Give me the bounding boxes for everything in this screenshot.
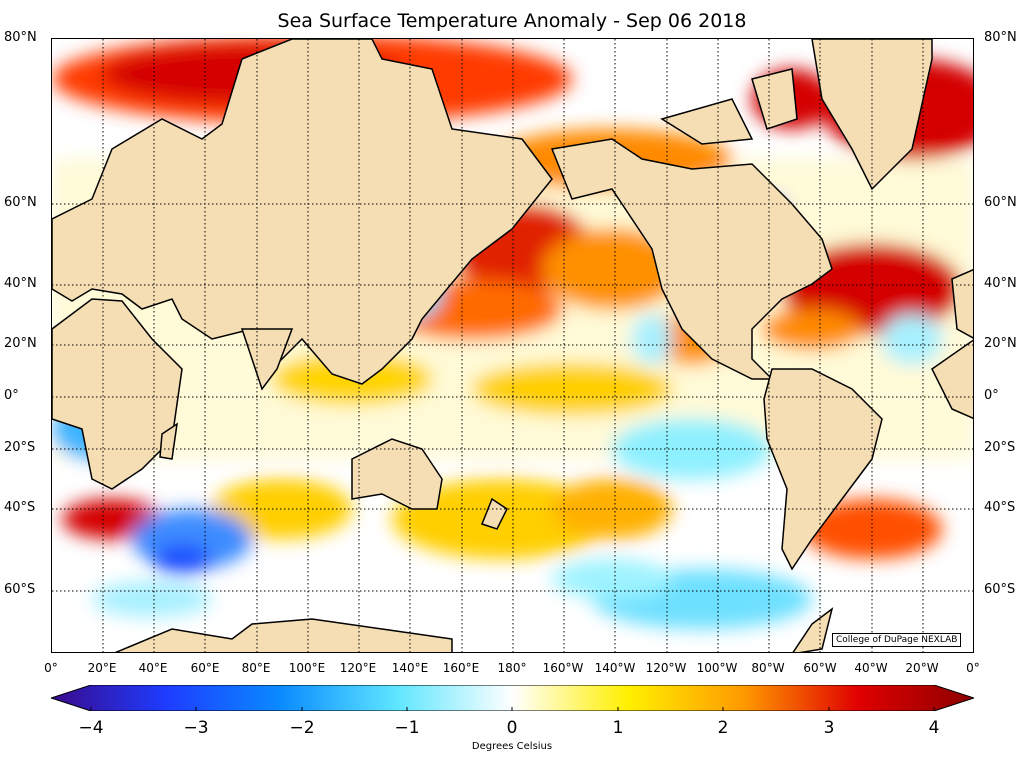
lat-label-80n-right: 80°N bbox=[984, 30, 1017, 45]
lon-label-40w: 40°W bbox=[854, 661, 888, 675]
lat-label-60s-right: 60°S bbox=[984, 582, 1016, 597]
lat-label-60n-left: 60°N bbox=[4, 195, 37, 210]
colorbar-tick-1: 1 bbox=[612, 718, 624, 738]
colorbar-tick-minus2: −2 bbox=[289, 718, 315, 738]
lat-label-20s-left: 20°S bbox=[4, 440, 36, 455]
credit-label: College of DuPage NEXLAB bbox=[832, 633, 962, 647]
colorbar-tick-minus1: −1 bbox=[394, 718, 420, 738]
lat-label-0-left: 0° bbox=[4, 388, 19, 403]
colorbar bbox=[51, 685, 974, 711]
greenland-landmass bbox=[811, 39, 933, 191]
lat-label-60s-left: 60°S bbox=[4, 582, 36, 597]
lon-label-140e: 140°E bbox=[391, 661, 429, 675]
lon-label-180: 180° bbox=[497, 661, 527, 675]
lon-label-140w: 140°W bbox=[594, 661, 636, 675]
lon-label-20w: 20°W bbox=[905, 661, 939, 675]
south-america-landmass bbox=[763, 368, 883, 571]
colorbar-label: Degrees Celsius bbox=[471, 741, 553, 752]
map-title: Sea Surface Temperature Anomaly - Sep 06… bbox=[277, 10, 747, 32]
map-canvas bbox=[52, 39, 973, 652]
colorbar-tick-0: 0 bbox=[506, 718, 518, 738]
colorbar-gradient bbox=[51, 685, 974, 711]
antarctica-landmass bbox=[114, 618, 453, 652]
lon-label-0: 0° bbox=[44, 661, 58, 675]
lon-label-160e: 160°E bbox=[442, 661, 480, 675]
lon-label-100e: 100°E bbox=[288, 661, 326, 675]
sst-anomaly-map bbox=[51, 38, 974, 653]
lat-label-0-right: 0° bbox=[984, 388, 999, 403]
colorbar-tick-minus4: −4 bbox=[78, 718, 104, 738]
colorbar-tick-2: 2 bbox=[717, 718, 729, 738]
iberia-right-edge bbox=[951, 269, 973, 339]
lon-label-40e: 40°E bbox=[138, 661, 168, 675]
lon-label-100w: 100°W bbox=[696, 661, 738, 675]
lon-label-80e: 80°E bbox=[241, 661, 271, 675]
india-landmass bbox=[240, 328, 294, 391]
lon-label-120e: 120°E bbox=[339, 661, 377, 675]
lon-label-80w: 80°W bbox=[751, 661, 785, 675]
land-masses bbox=[52, 39, 973, 652]
lon-label-20e: 20°E bbox=[87, 661, 117, 675]
lon-label-160w: 160°W bbox=[542, 661, 584, 675]
colorbar-tick-4: 4 bbox=[928, 718, 940, 738]
lat-label-40n-right: 40°N bbox=[984, 276, 1017, 291]
graticule bbox=[52, 39, 973, 652]
africa-landmass bbox=[52, 298, 183, 490]
lat-label-20n-left: 20°N bbox=[4, 336, 37, 351]
colorbar-ticks bbox=[90, 707, 935, 711]
lon-label-60e: 60°E bbox=[190, 661, 220, 675]
lat-label-80n-left: 80°N bbox=[4, 30, 37, 45]
lat-label-40s-right: 40°S bbox=[984, 500, 1016, 515]
lon-label-120w: 120°W bbox=[645, 661, 687, 675]
lon-label-60w: 60°W bbox=[803, 661, 837, 675]
arctic-islands bbox=[660, 98, 754, 145]
north-america-landmass bbox=[550, 138, 833, 380]
lon-label-0-end: 0° bbox=[966, 661, 980, 675]
new-zealand-landmass bbox=[481, 497, 508, 530]
lat-label-40s-left: 40°S bbox=[4, 500, 36, 515]
lat-label-40n-left: 40°N bbox=[4, 276, 37, 291]
colorbar-tick-minus3: −3 bbox=[183, 718, 209, 738]
eurasia-landmass bbox=[52, 39, 553, 385]
lat-label-60n-right: 60°N bbox=[984, 195, 1017, 210]
lat-label-20n-right: 20°N bbox=[984, 336, 1017, 351]
colorbar-tick-3: 3 bbox=[823, 718, 835, 738]
lat-label-20s-right: 20°S bbox=[984, 440, 1016, 455]
